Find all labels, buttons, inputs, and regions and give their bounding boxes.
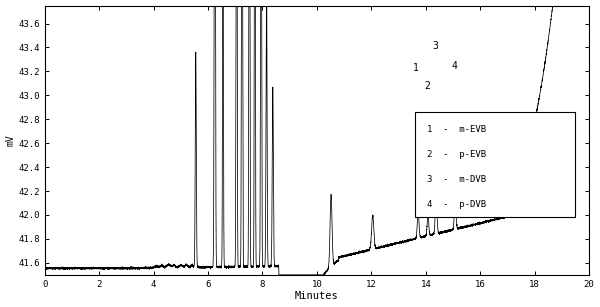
Text: 3  -  m-DVB: 3 - m-DVB xyxy=(427,175,487,184)
Text: 2: 2 xyxy=(424,80,430,91)
Text: 1: 1 xyxy=(412,63,418,72)
X-axis label: Minutes: Minutes xyxy=(295,291,339,301)
Text: 4  -  p-DVB: 4 - p-DVB xyxy=(427,200,487,209)
Y-axis label: mV: mV xyxy=(5,134,16,146)
Text: 2  -  p-EVB: 2 - p-EVB xyxy=(427,150,487,159)
FancyBboxPatch shape xyxy=(415,112,575,217)
Text: 3: 3 xyxy=(433,41,438,51)
Text: 4: 4 xyxy=(451,61,457,71)
Text: 1  -  m-EVB: 1 - m-EVB xyxy=(427,125,487,134)
